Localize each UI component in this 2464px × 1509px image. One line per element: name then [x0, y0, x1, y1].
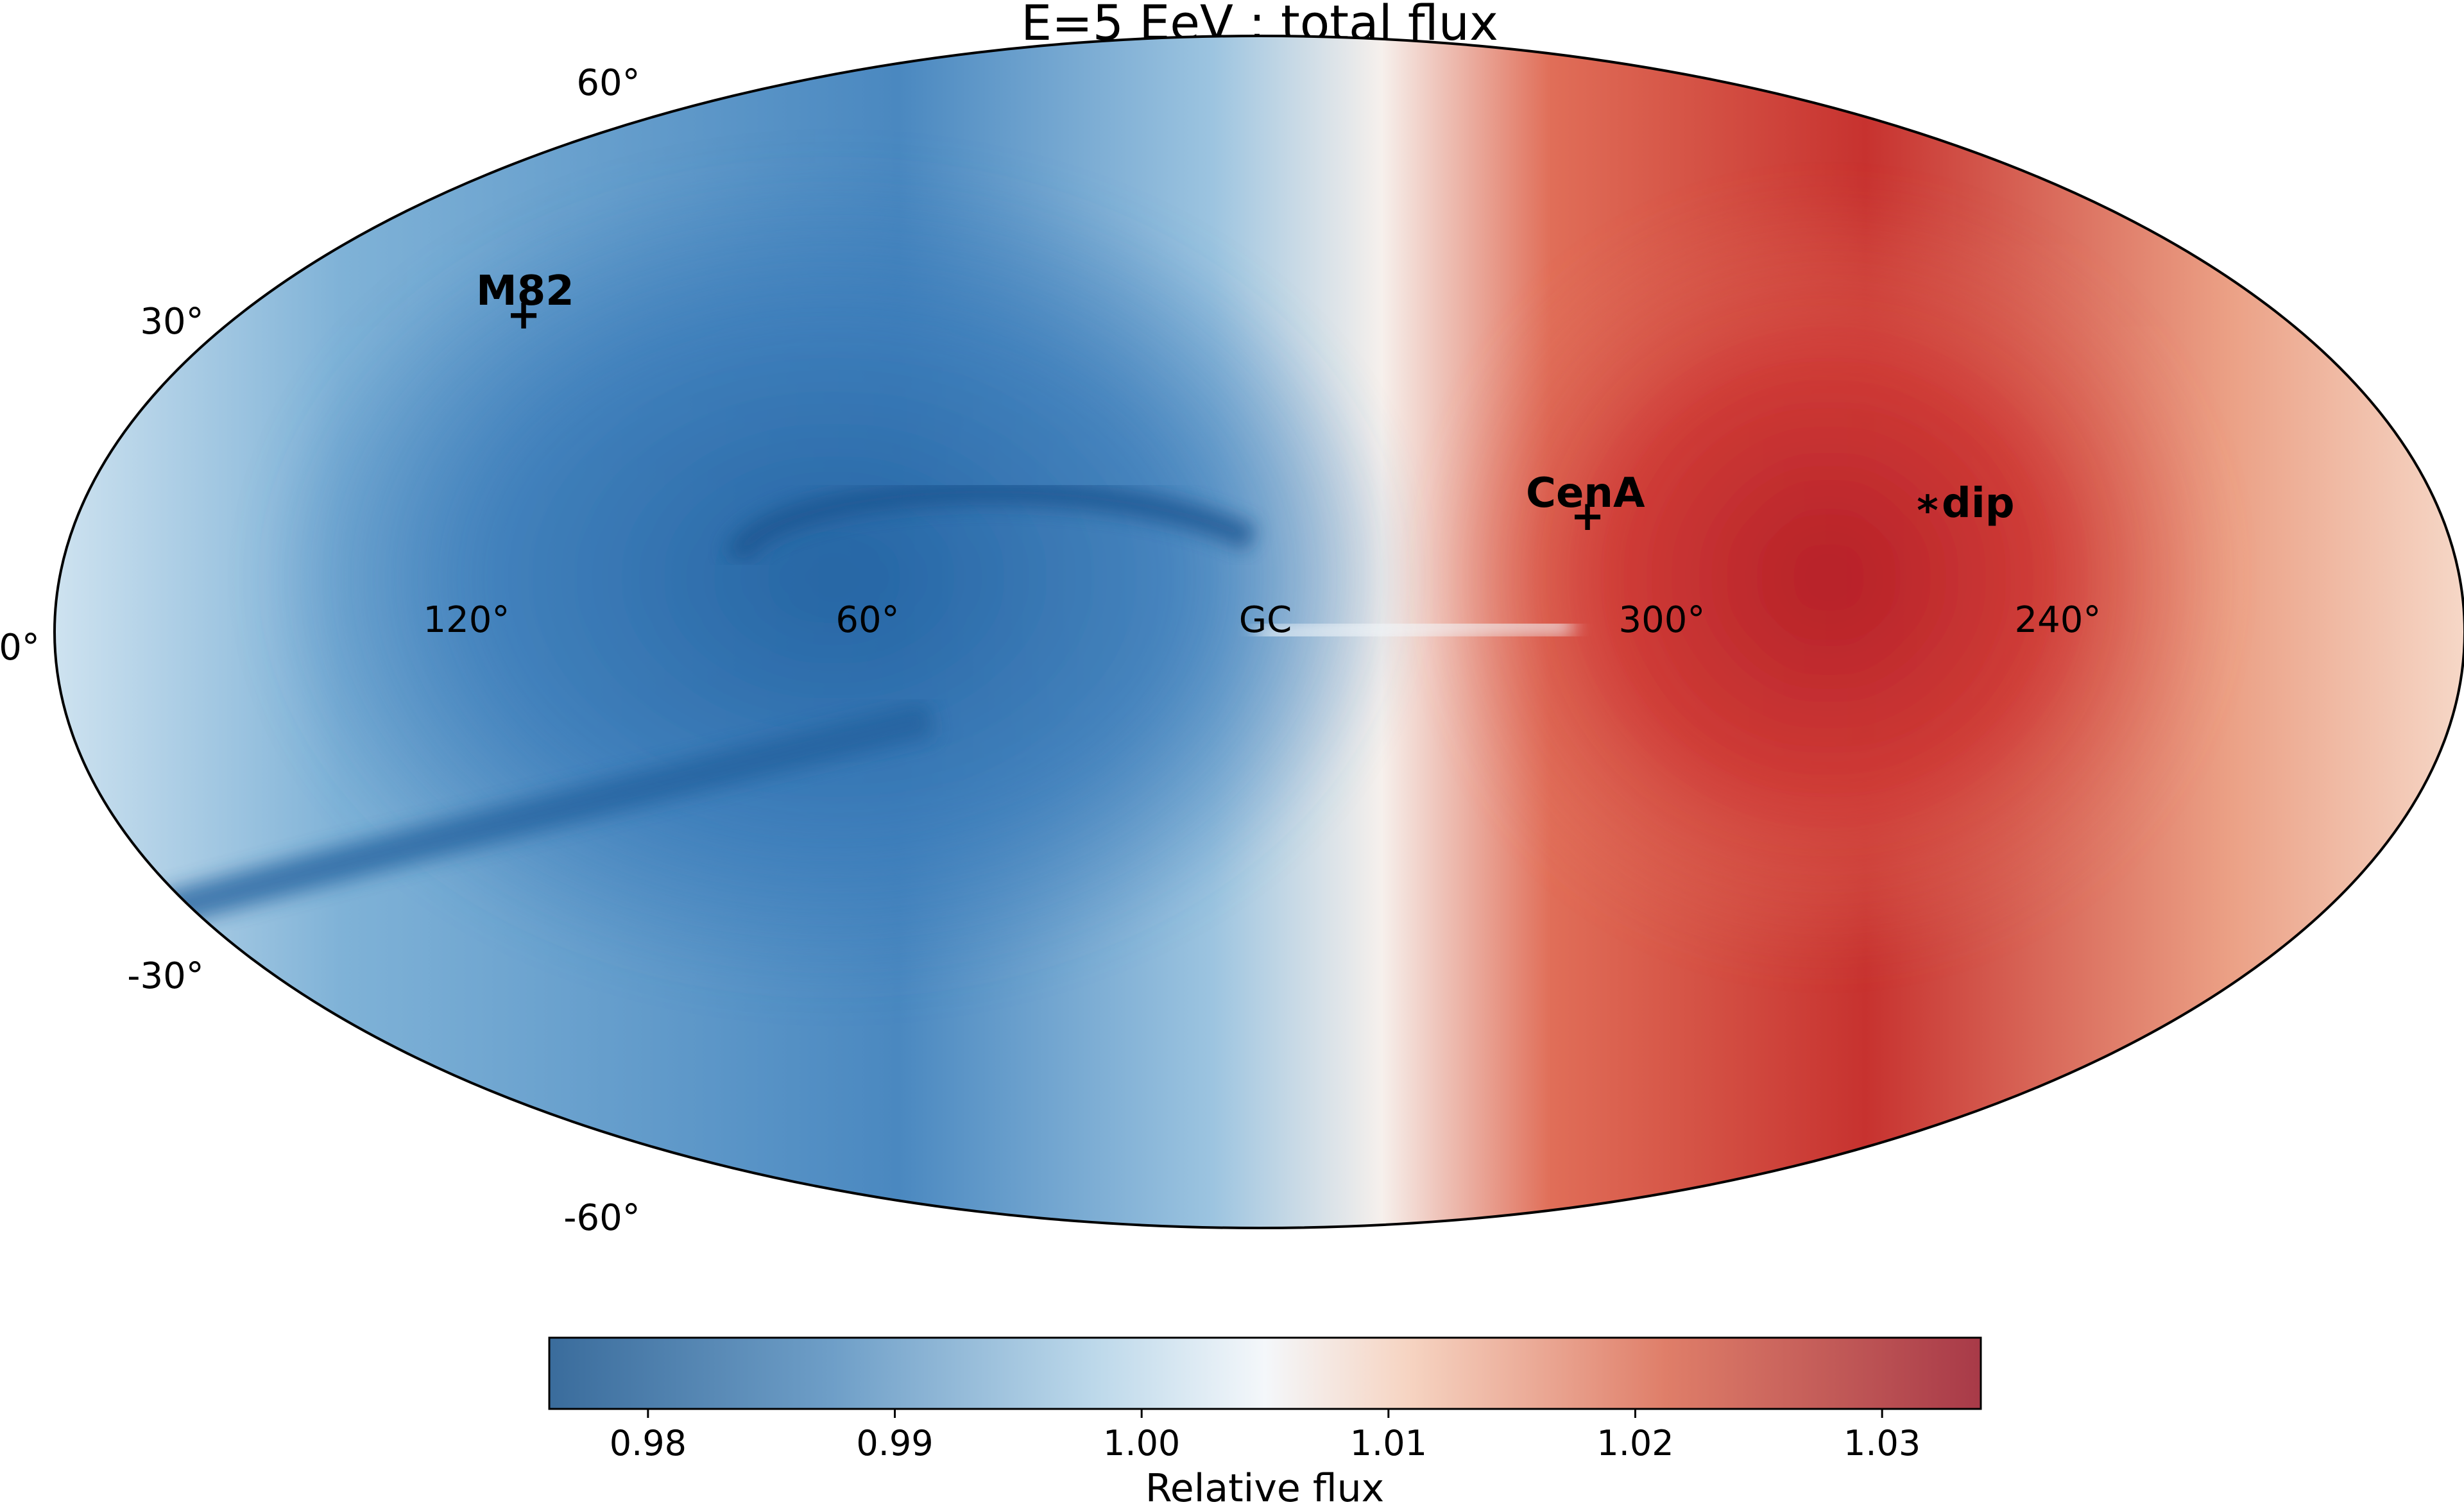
lat-label: 60° [576, 62, 640, 104]
lon-label: GC [1239, 599, 1292, 641]
colorbar-tick-label: 0.99 [856, 1423, 933, 1463]
colorbar-tick-label: 0.98 [610, 1423, 687, 1463]
colorbar-tick-label: 1.03 [1844, 1423, 1921, 1463]
lon-label: 300° [1619, 599, 1706, 641]
skymap-figure: E=5 EeV ; total flux 120° 60° GC 300° 24… [0, 0, 2464, 1509]
lat-label: -30° [127, 955, 203, 997]
colorbar: 0.98 0.99 1.00 1.01 1.02 1.03 Relative flux [549, 1338, 1981, 1509]
excess-region [1431, 192, 2227, 962]
lon-label: 60° [835, 599, 899, 641]
colorbar-ticks: 0.98 0.99 1.00 1.01 1.02 1.03 [610, 1409, 1921, 1463]
lat-label: -60° [563, 1197, 640, 1239]
lon-label: 120° [424, 599, 510, 641]
flux-light-band [1258, 625, 1572, 635]
colorbar-gradient [549, 1338, 1981, 1409]
source-label: dip [1942, 480, 2015, 527]
lat-label: 30° [140, 301, 203, 343]
colorbar-tick-label: 1.00 [1103, 1423, 1180, 1463]
source-dip: * dip [1917, 480, 2014, 535]
source-label: CenA [1526, 470, 1645, 517]
lat-label: 0° [0, 627, 40, 669]
source-label: M82 [476, 268, 574, 315]
colorbar-label: Relative flux [1145, 1466, 1384, 1509]
colorbar-tick-label: 1.02 [1596, 1423, 1673, 1463]
colorbar-tick-label: 1.01 [1350, 1423, 1427, 1463]
source-marker: * [1917, 488, 1938, 535]
lon-label: 240° [2015, 599, 2101, 641]
deficit-region [257, 160, 1412, 994]
